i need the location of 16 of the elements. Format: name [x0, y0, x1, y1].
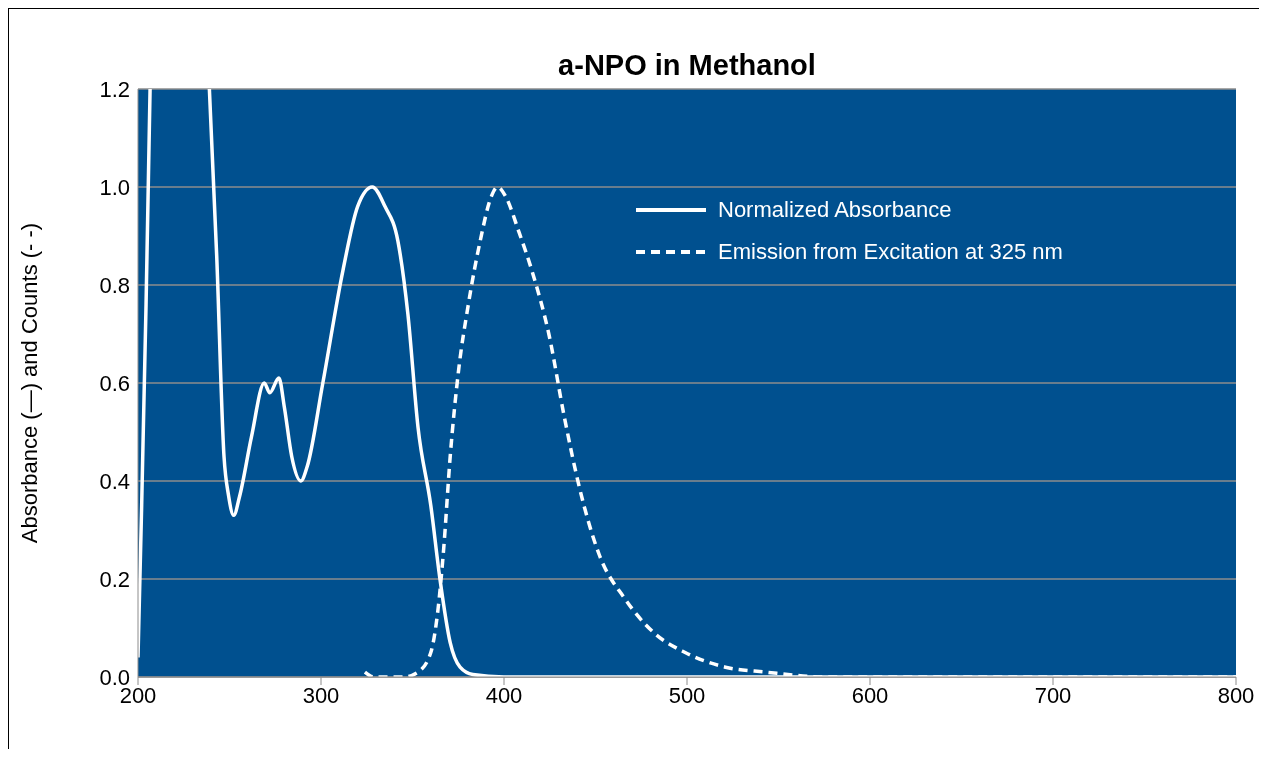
y-axis-title: Absorbance (—) and Counts (- -): [16, 222, 42, 544]
x-tick-label: 500: [668, 682, 706, 708]
x-tick-label: 600: [851, 682, 889, 708]
x-tick-label: 400: [485, 682, 523, 708]
x-tick-label: 800: [1217, 682, 1255, 708]
y-tick-label: 0.6: [99, 370, 130, 396]
legend-label: Emission from Excitation at 325 nm: [718, 239, 1063, 265]
x-tick-label: 300: [302, 682, 340, 708]
y-tick-label: 0.8: [99, 272, 130, 298]
x-tick-label: 700: [1034, 682, 1072, 708]
y-tick-label: 1.2: [99, 76, 130, 102]
y-tick-label: 0.4: [99, 468, 130, 494]
chart-title: a-NPO in Methanol: [557, 49, 817, 82]
legend-label: Normalized Absorbance: [718, 197, 952, 223]
y-tick-label: 1.0: [99, 174, 130, 200]
y-tick-label: 0.2: [99, 566, 130, 592]
